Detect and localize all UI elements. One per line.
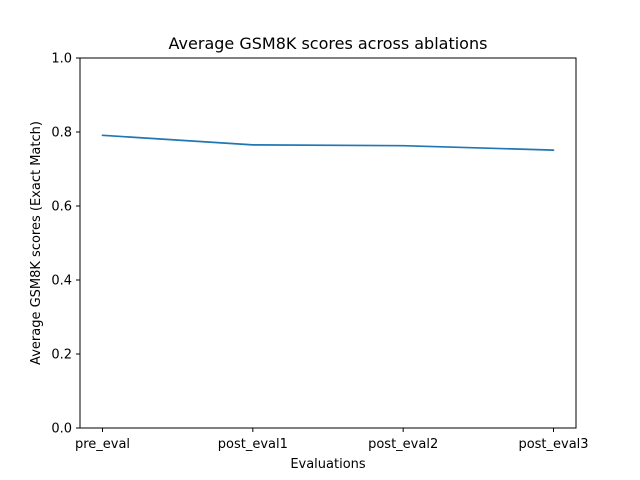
- x-axis-ticks: pre_eval post_eval1 post_eval2 post_eval3: [75, 428, 589, 452]
- series-layer: [101, 134, 555, 151]
- y-tick-label: 0.4: [51, 274, 72, 289]
- x-axis-label: Evaluations: [290, 457, 366, 472]
- y-tick-label: 0.8: [51, 126, 72, 141]
- x-tick-label: pre_eval: [75, 437, 130, 452]
- plot-area-frame: [79, 57, 577, 429]
- series-line: [101, 134, 555, 151]
- y-tick-label: 0.6: [51, 200, 72, 215]
- x-tick-label: post_eval3: [518, 437, 588, 452]
- y-tick-label: 0.0: [51, 422, 72, 437]
- y-tick-label: 1.0: [51, 52, 72, 67]
- chart-title: Average GSM8K scores across ablations: [169, 34, 488, 53]
- y-axis-label: Average GSM8K scores (Exact Match): [29, 121, 44, 365]
- y-axis-ticks: 0.0 0.2 0.4 0.6 0.8 1.0: [51, 52, 80, 437]
- y-tick-label: 0.2: [51, 348, 72, 363]
- x-tick-label: post_eval2: [368, 437, 438, 452]
- x-tick-label: post_eval1: [218, 437, 288, 452]
